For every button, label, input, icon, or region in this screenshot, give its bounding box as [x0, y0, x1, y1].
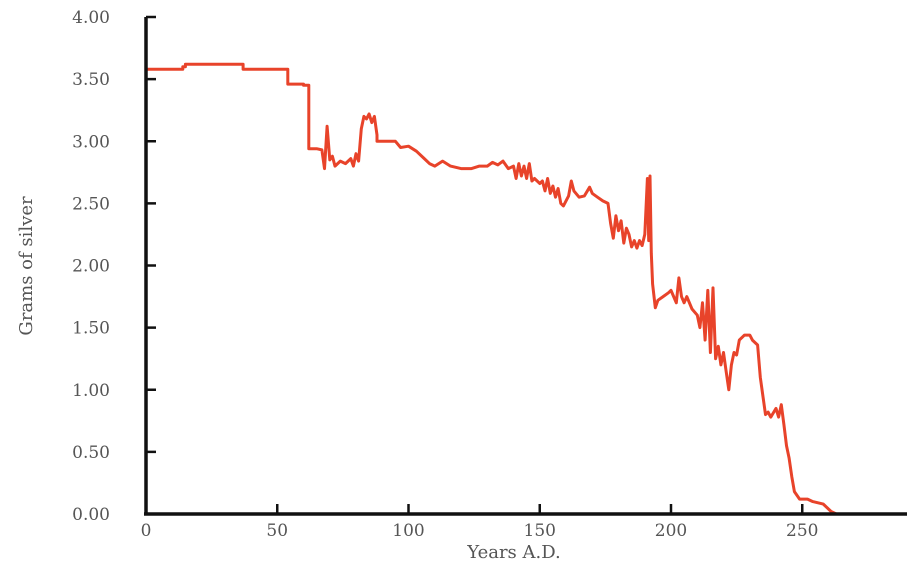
x-tick-label: 100 — [392, 521, 424, 541]
x-tick-label: 50 — [266, 521, 288, 541]
y-tick-label: 2.00 — [72, 257, 110, 277]
x-axis-title: Years A.D. — [466, 542, 561, 563]
x-tick-label: 150 — [524, 521, 556, 541]
y-tick-label: 3.00 — [72, 132, 110, 152]
x-tick-label: 0 — [141, 521, 152, 541]
y-tick-label: 2.50 — [72, 194, 110, 214]
y-tick-label: 0.00 — [72, 505, 110, 525]
y-tick-label: 0.50 — [72, 443, 110, 463]
y-tick-label: 3.50 — [72, 70, 110, 90]
x-tick-label: 200 — [655, 521, 687, 541]
y-tick-label: 1.50 — [72, 319, 110, 339]
y-tick-label: 4.00 — [72, 8, 110, 28]
x-tick-label: 250 — [786, 521, 818, 541]
y-tick-label: 1.00 — [72, 381, 110, 401]
y-axis-title: Grams of silver — [16, 196, 37, 336]
x-axis-ticks: 0 50 100 150 200 250 — [141, 504, 818, 541]
silver-content-line — [144, 62, 838, 516]
y-axis-ticks: 0.00 0.50 1.00 1.50 2.00 2.50 3.00 3.50 4.00 — [72, 8, 156, 525]
